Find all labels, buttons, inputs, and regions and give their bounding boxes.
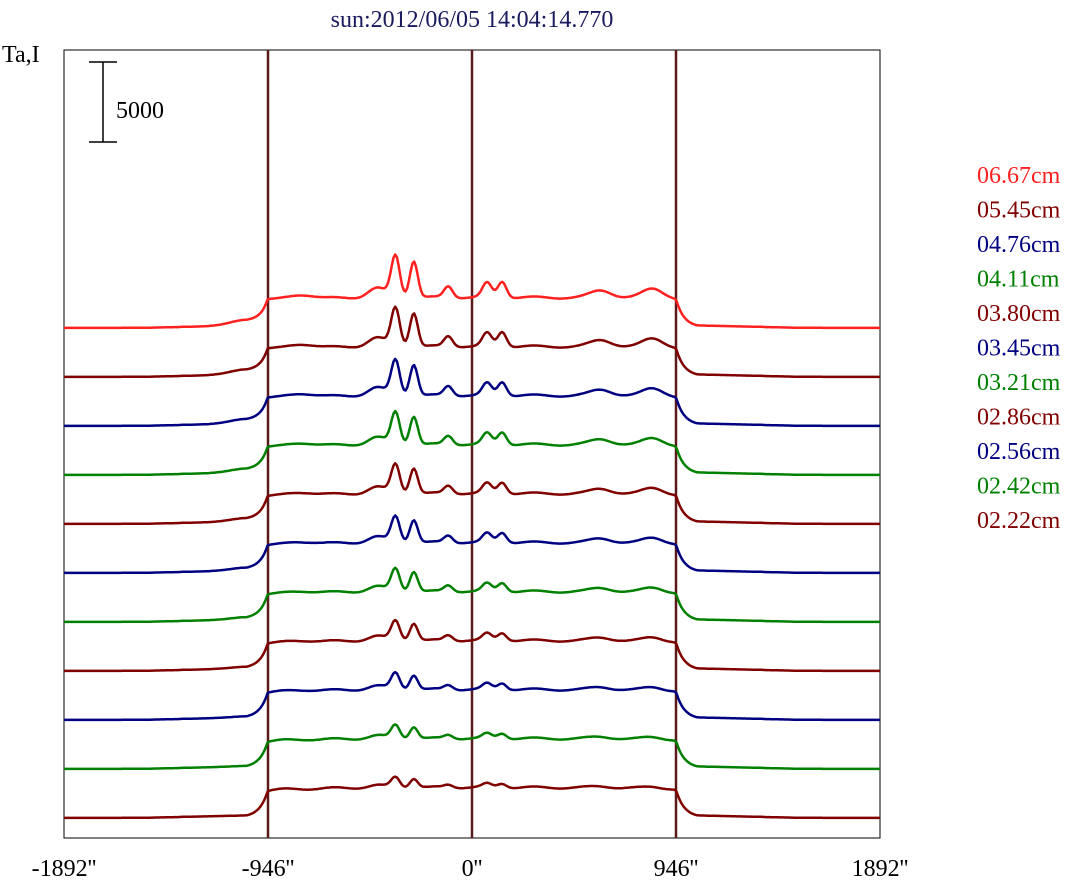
scale-bar-label: 5000 xyxy=(116,98,164,124)
legend-entry: 03.80cm xyxy=(977,301,1061,327)
legend-entry: 03.45cm xyxy=(977,336,1061,362)
x-tick-label: 1892'' xyxy=(852,856,909,882)
x-tick-labels: -1892'' -946'' 0'' 946'' 1892'' xyxy=(32,856,909,882)
legend-entry: 02.56cm xyxy=(977,439,1061,465)
series-line xyxy=(64,305,880,379)
x-tick-label: -946'' xyxy=(242,856,295,882)
x-tick-label: -1892'' xyxy=(32,856,97,882)
series-line xyxy=(64,566,880,624)
legend-entry: 06.67cm xyxy=(977,163,1061,189)
series-line xyxy=(64,775,880,820)
series-line xyxy=(64,723,880,771)
series-line xyxy=(64,618,880,673)
scale-bar: 5000 xyxy=(89,61,164,143)
series-line xyxy=(64,253,880,330)
legend-entry: 02.86cm xyxy=(977,405,1061,431)
series-line xyxy=(64,462,880,526)
series-lines xyxy=(64,253,880,820)
legend-entry: 04.76cm xyxy=(977,232,1061,258)
series-line xyxy=(64,514,880,575)
legend-entry: 05.45cm xyxy=(977,198,1061,224)
legend-entry: 03.21cm xyxy=(977,370,1061,396)
x-tick-label: 946'' xyxy=(654,856,699,882)
x-tick-label: 0'' xyxy=(462,856,483,882)
series-line xyxy=(64,409,880,477)
chart-title: sun:2012/06/05 14:04:14.770 xyxy=(331,7,614,33)
y-axis-label: Ta,I xyxy=(2,42,40,68)
legend-entry: 02.22cm xyxy=(977,508,1061,534)
legend-entry: 02.42cm xyxy=(977,474,1061,500)
legend-entry: 04.11cm xyxy=(977,267,1060,293)
series-line xyxy=(64,670,880,722)
legend: 06.67cm 05.45cm 04.76cm 04.11cm 03.80cm 03.45… xyxy=(977,163,1061,534)
series-line xyxy=(64,357,880,428)
